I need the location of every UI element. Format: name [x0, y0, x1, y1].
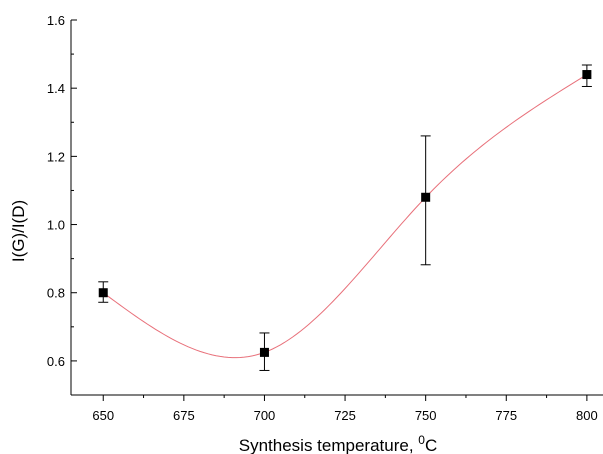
y-tick-label: 1.4: [47, 81, 65, 96]
y-ticks: 0.6 0.8 1.0 1.2 1.4 1.6: [47, 13, 77, 396]
x-tick-label: 650: [92, 408, 114, 423]
y-tick-label: 1.2: [47, 149, 65, 164]
x-axis-title: Synthesis temperature, 0C: [239, 433, 438, 454]
x-axis-title-superscript: 0: [418, 433, 425, 447]
error-bars: [98, 64, 592, 371]
x-tick-label: 800: [576, 408, 598, 423]
data-point: [259, 347, 269, 357]
y-tick-label: 1.0: [47, 218, 65, 233]
y-tick-label: 0.6: [47, 354, 65, 369]
x-tick-label: 750: [415, 408, 437, 423]
axes: [70, 20, 603, 396]
x-axis-title-text: Synthesis temperature,: [239, 436, 419, 454]
data-point: [582, 70, 592, 80]
data-points: [98, 70, 592, 357]
x-tick-label: 775: [495, 408, 517, 423]
y-axis-title: I(G)/I(D): [9, 200, 28, 262]
y-tick-label: 1.6: [47, 13, 65, 28]
x-ticks: 650 675 700 725 750 775 800: [92, 395, 598, 423]
x-tick-label: 675: [173, 408, 195, 423]
x-axis-title-unit: C: [425, 436, 437, 454]
fit-curve: [102, 74, 588, 359]
x-tick-label: 700: [254, 408, 276, 423]
x-tick-label: 725: [334, 408, 356, 423]
data-point: [421, 192, 431, 202]
y-tick-label: 0.8: [47, 286, 65, 301]
data-point: [98, 288, 108, 298]
